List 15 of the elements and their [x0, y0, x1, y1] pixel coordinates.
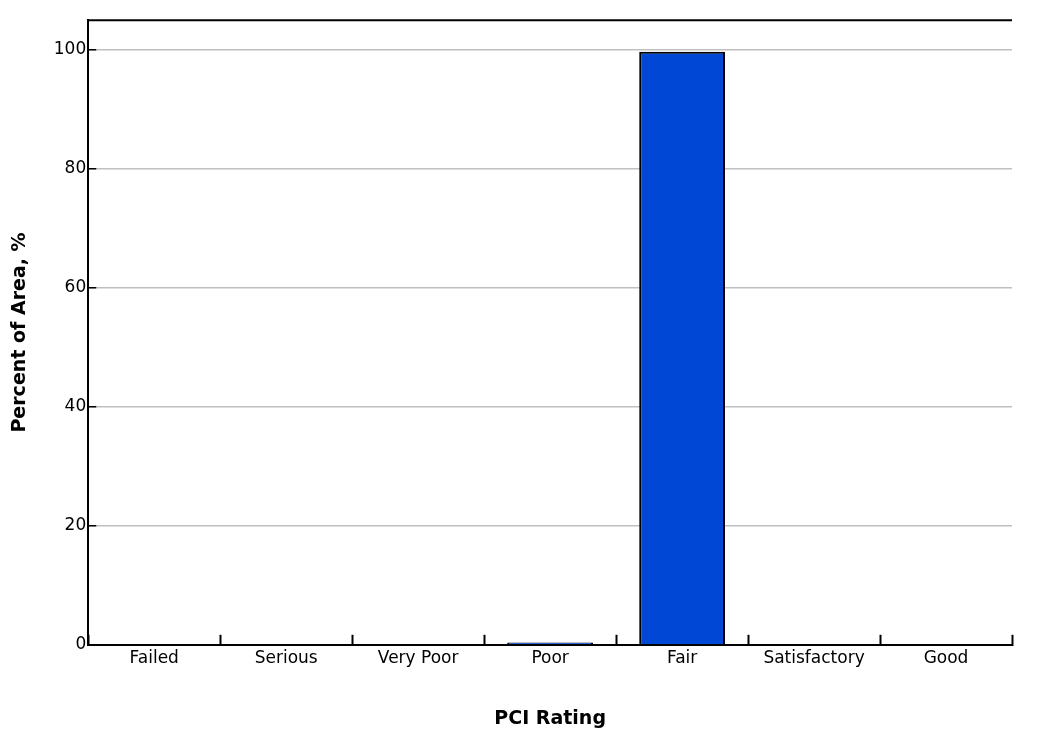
x-tick-label: Good — [923, 647, 969, 668]
x-tick-label: Poor — [531, 647, 569, 668]
x-axis-title: PCI Rating — [494, 705, 606, 728]
y-tick-label: 80 — [64, 157, 87, 178]
y-tick-label: 60 — [64, 276, 87, 297]
x-tick-label: Failed — [129, 647, 179, 668]
y-tick-label: 20 — [64, 514, 87, 535]
y-axis-title: Percent of Area, % — [7, 232, 30, 433]
x-tick-label: Fair — [666, 647, 698, 668]
x-tick-label: Very Poor — [377, 647, 459, 668]
y-tick-label: 0 — [75, 633, 87, 654]
y-tick-label: 40 — [64, 395, 87, 416]
x-tick-label: Satisfactory — [763, 647, 865, 668]
x-tick-label: Serious — [254, 647, 318, 668]
y-tick-label: 100 — [53, 38, 87, 59]
